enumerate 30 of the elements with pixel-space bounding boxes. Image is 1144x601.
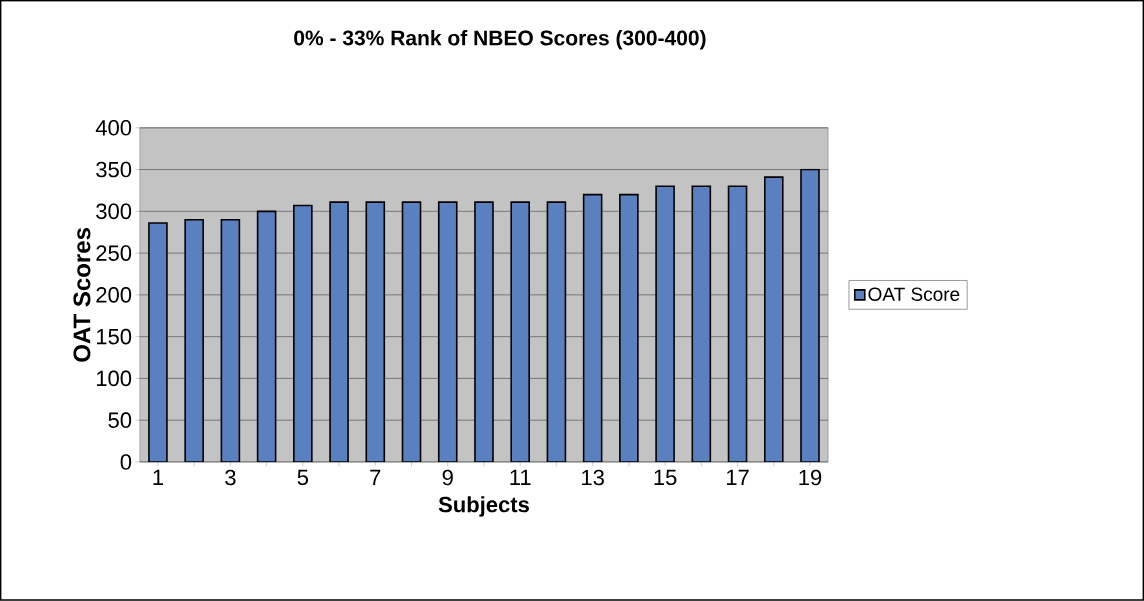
bar bbox=[727, 185, 748, 463]
bar bbox=[691, 185, 712, 463]
bar bbox=[256, 210, 277, 463]
x-tick-label: 1 bbox=[153, 469, 163, 486]
y-tick-label: 100 bbox=[96, 370, 132, 387]
y-tick-label: 350 bbox=[96, 161, 132, 178]
x-tick-label: 15 bbox=[654, 469, 677, 486]
y-tick-label: 150 bbox=[96, 328, 132, 345]
legend-label: OAT Score bbox=[868, 287, 960, 302]
y-tick-label: 250 bbox=[96, 245, 132, 262]
y-tick-label: 0 bbox=[120, 454, 132, 470]
bar bbox=[401, 201, 422, 463]
x-tick-label: 7 bbox=[370, 469, 381, 486]
x-axis-title: Subjects bbox=[438, 496, 529, 517]
y-tick-label: 200 bbox=[96, 287, 132, 303]
y-axis-title: OAT Scores bbox=[73, 228, 91, 362]
x-tick-label: 3 bbox=[225, 469, 236, 486]
x-tick-label: 13 bbox=[582, 469, 604, 486]
bar bbox=[582, 193, 603, 463]
y-tick-label: 300 bbox=[96, 203, 132, 220]
x-tick-label: 17 bbox=[726, 469, 749, 486]
bar bbox=[546, 201, 567, 463]
x-tick-label: 5 bbox=[297, 469, 309, 486]
chart-title: 0% - 33% Rank of NBEO Scores (300-400) bbox=[294, 30, 706, 50]
x-tick-label: 9 bbox=[442, 469, 453, 486]
y-tick-label: 50 bbox=[108, 412, 132, 429]
bar bbox=[220, 219, 241, 463]
x-tick-label: 19 bbox=[799, 469, 822, 486]
y-tick-label: 400 bbox=[95, 120, 132, 136]
x-tick-label: 11 bbox=[510, 469, 531, 486]
